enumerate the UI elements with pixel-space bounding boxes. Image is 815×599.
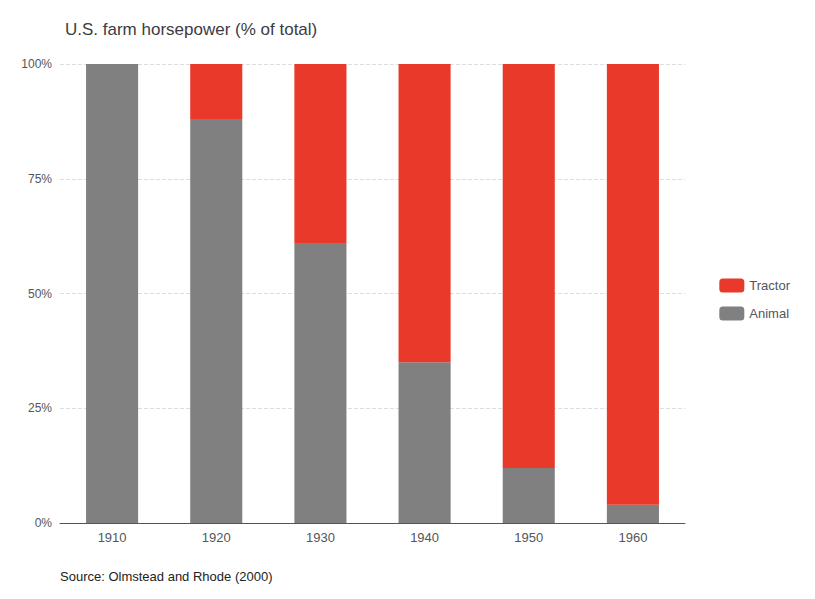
svg-text:U.S. farm horsepower (% of tot: U.S. farm horsepower (% of total) bbox=[65, 20, 317, 39]
svg-text:1920: 1920 bbox=[202, 530, 231, 545]
svg-text:25%: 25% bbox=[28, 401, 52, 415]
svg-text:Source: Olmstead and Rhode (20: Source: Olmstead and Rhode (2000) bbox=[60, 569, 272, 584]
svg-text:Tractor: Tractor bbox=[749, 278, 790, 293]
svg-text:1930: 1930 bbox=[306, 530, 335, 545]
svg-text:1950: 1950 bbox=[514, 530, 543, 545]
svg-text:50%: 50% bbox=[28, 287, 52, 301]
svg-text:Animal: Animal bbox=[749, 306, 789, 321]
svg-text:1910: 1910 bbox=[98, 530, 127, 545]
svg-text:1960: 1960 bbox=[618, 530, 647, 545]
svg-text:100%: 100% bbox=[21, 57, 52, 71]
svg-text:0%: 0% bbox=[35, 516, 53, 530]
svg-text:75%: 75% bbox=[28, 172, 52, 186]
svg-text:1940: 1940 bbox=[410, 530, 439, 545]
